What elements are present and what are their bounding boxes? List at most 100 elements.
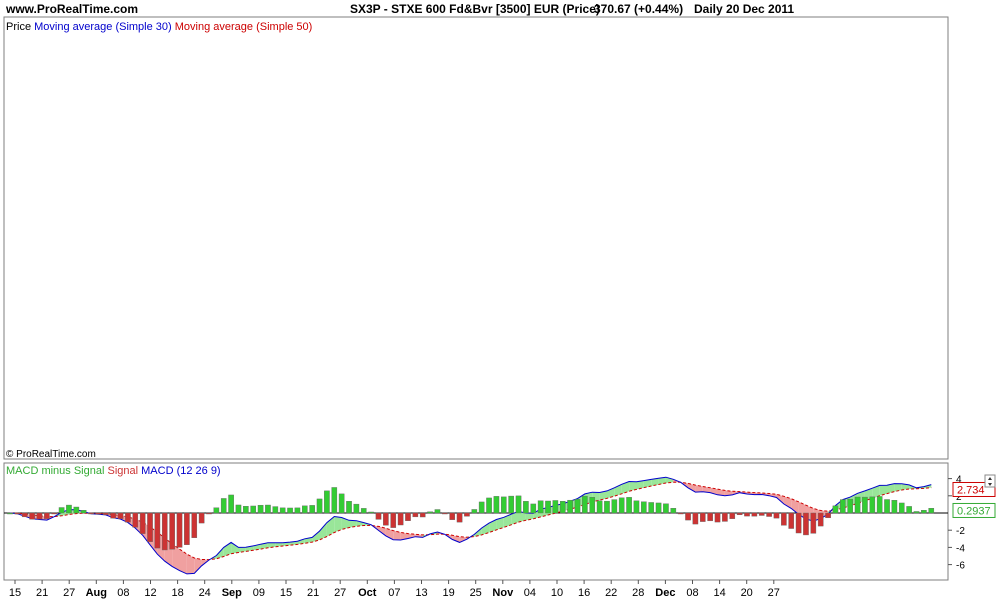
hist-bar-pos	[530, 503, 537, 514]
hist-bar-pos	[648, 502, 654, 514]
hist-bar-neg	[29, 512, 35, 520]
credit-text: © ProRealTime.com	[6, 449, 96, 460]
hist-bar-neg	[729, 512, 736, 519]
x-tick-label: 18	[171, 587, 183, 599]
macd-fill	[267, 542, 276, 548]
macd-arrows-glyph	[988, 477, 992, 486]
hist-bar-neg	[110, 512, 116, 519]
hist-bar-neg	[442, 512, 448, 515]
macd-fill	[378, 526, 386, 536]
hist-bar-neg	[685, 512, 691, 521]
hist-bar-neg	[184, 512, 190, 545]
macd-fill	[511, 511, 519, 525]
hist-bar-neg	[810, 512, 817, 534]
hist-bar-pos	[360, 508, 367, 514]
x-tick-label: 24	[199, 587, 211, 599]
legend-ma30: Moving average (Simple 30)	[34, 21, 172, 33]
macd-fill	[481, 523, 490, 535]
hist-bar-pos	[58, 507, 65, 514]
hist-bar-neg	[88, 512, 94, 515]
macd-arrows-icon	[984, 474, 996, 488]
price-legend: Price Moving average (Simple 30) Moving …	[6, 21, 312, 33]
hist-bar-neg	[397, 512, 404, 526]
hist-bar-pos	[567, 499, 573, 514]
hist-bar-neg	[707, 512, 713, 522]
macd-fill	[879, 485, 887, 496]
macd-fill	[887, 483, 895, 494]
hist-bar-neg	[176, 512, 183, 548]
macd-fill	[651, 478, 659, 486]
macd-y-tick-label: 4	[956, 475, 962, 486]
hist-bar-pos	[862, 496, 868, 514]
hist-bar-neg	[788, 512, 795, 529]
hist-bar-pos	[869, 496, 876, 514]
site-name[interactable]: www.ProRealTime.com	[6, 2, 139, 16]
hist-bar-pos	[545, 500, 551, 514]
hist-bar-neg	[375, 512, 382, 520]
hist-bar-pos	[921, 510, 927, 514]
x-tick-label: 07	[388, 587, 400, 599]
hist-bar-pos	[66, 504, 72, 514]
x-tick-label: 21	[307, 587, 319, 599]
hist-bar-pos	[596, 500, 603, 514]
hist-bar-pos	[604, 500, 610, 514]
hist-bar-pos	[427, 511, 433, 514]
x-tick-label: 28	[632, 587, 644, 599]
macd-fill	[400, 532, 408, 540]
x-tick-label: 19	[442, 587, 454, 599]
x-tick-label: 09	[253, 587, 265, 599]
hist-bar-pos	[324, 490, 330, 514]
hist-bar-pos	[272, 506, 279, 514]
hist-bar-pos	[338, 493, 345, 514]
macd-fill	[658, 477, 666, 485]
hist-bar-neg	[21, 512, 28, 518]
hist-bar-pos	[250, 505, 257, 514]
hist-bar-neg	[14, 512, 21, 515]
hist-bar-pos	[243, 506, 249, 514]
macd-fill	[238, 547, 246, 553]
macd-fill	[179, 549, 187, 574]
x-tick-label: 13	[415, 587, 427, 599]
x-tick-label: 20	[741, 587, 753, 599]
hist-bar-neg	[714, 512, 721, 523]
x-tick-label: 16	[578, 587, 590, 599]
macd-fill	[312, 531, 320, 543]
hist-bar-pos	[353, 503, 360, 514]
x-tick-label: 27	[334, 587, 346, 599]
hist-bar-pos	[228, 494, 234, 514]
macd-fill	[599, 490, 607, 501]
hist-bar-neg	[419, 512, 426, 518]
hist-bar-pos	[235, 504, 242, 514]
hist-bar-neg	[191, 512, 198, 538]
legend-ma50: Moving average (Simple 50)	[174, 21, 313, 33]
hist-bar-pos	[884, 499, 890, 514]
legend-signal: Signal	[107, 465, 139, 477]
macd-fill	[702, 486, 711, 493]
x-tick-label: 27	[768, 587, 780, 599]
hist-bar-neg	[206, 512, 212, 515]
hist-bar-pos	[655, 502, 662, 514]
macd-fill	[621, 481, 630, 494]
macd-fill	[776, 494, 784, 504]
x-tick-label: 04	[524, 587, 536, 599]
x-tick-label: 15	[280, 587, 292, 599]
macd-line	[9, 476, 932, 575]
hist-bar-pos	[906, 506, 912, 514]
hist-bar-neg	[722, 512, 728, 522]
x-tick-label: Sep	[222, 587, 242, 599]
macd-fill	[194, 558, 202, 574]
macd-fill	[783, 496, 792, 509]
macd-fill	[260, 542, 268, 550]
hist-bar-neg	[383, 512, 389, 526]
macd-fill	[629, 481, 637, 492]
hist-bar-neg	[390, 512, 397, 528]
hist-bar-pos	[582, 495, 588, 514]
hist-bar-pos	[523, 501, 529, 514]
hist-bar-pos	[854, 496, 861, 514]
x-tick-label: Oct	[358, 587, 377, 599]
hist-bar-neg	[456, 512, 463, 523]
hist-bar-neg	[692, 512, 699, 525]
macd-fill	[636, 480, 644, 490]
hist-bar-neg	[449, 512, 456, 520]
hist-bar-neg	[44, 512, 50, 519]
